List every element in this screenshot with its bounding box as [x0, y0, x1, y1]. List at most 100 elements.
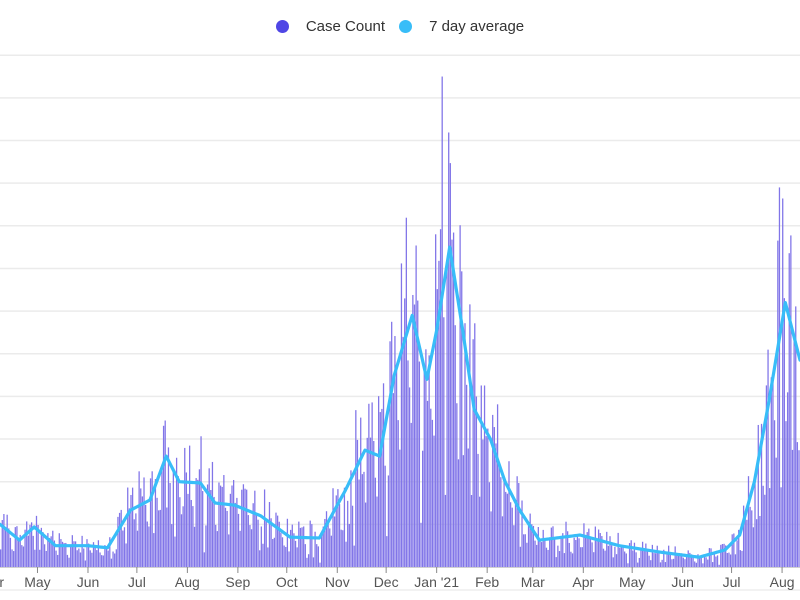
case-count-bar — [259, 550, 261, 567]
case-count-bar — [280, 532, 282, 567]
case-count-bar — [524, 534, 526, 567]
case-count-bar — [16, 526, 18, 567]
case-count-bar — [576, 536, 579, 567]
case-count-bar — [475, 396, 478, 567]
case-count-bar — [640, 547, 642, 567]
case-count-bar — [555, 557, 557, 567]
case-count-bar — [630, 540, 632, 567]
case-count-bar — [770, 377, 772, 567]
case-count-bar — [6, 514, 8, 567]
case-count-bar — [654, 553, 657, 567]
case-count-bar — [298, 521, 300, 567]
case-count-bar — [89, 550, 91, 567]
case-count-bar — [671, 559, 673, 567]
case-count-bar — [775, 457, 777, 567]
case-count-bar — [785, 421, 787, 567]
legend-dot-case-count-icon — [275, 19, 289, 33]
case-count-bar — [609, 536, 611, 567]
case-count-bar — [376, 496, 378, 567]
case-count-bar — [583, 523, 585, 567]
case-count-bar — [573, 537, 575, 567]
case-count-bar — [384, 465, 386, 567]
case-count-bar — [720, 544, 722, 567]
case-count-bar — [193, 526, 196, 567]
chart-legend: Case Count 7 day average — [0, 14, 800, 38]
case-count-bar — [643, 550, 645, 567]
case-count-bar — [182, 506, 184, 567]
case-count-bar — [404, 298, 406, 567]
case-count-bar — [622, 547, 624, 567]
case-count-bar — [443, 317, 445, 567]
case-count-bar — [765, 385, 768, 567]
case-count-bar — [694, 561, 696, 567]
case-count-bar — [57, 554, 59, 567]
legend-item-7-day-average[interactable]: 7 day average — [399, 18, 524, 35]
case-count-bar — [397, 420, 399, 567]
case-count-bar — [63, 543, 65, 567]
case-count-bar — [136, 530, 139, 567]
case-count-bar — [552, 526, 554, 567]
case-count-bar — [329, 528, 331, 567]
case-count-bar — [721, 544, 724, 567]
case-count-bar — [612, 557, 614, 567]
case-count-bar — [172, 469, 174, 567]
case-count-bar — [311, 524, 313, 567]
case-count-bar — [219, 485, 222, 567]
case-count-bar — [553, 538, 556, 567]
case-count-bar — [464, 323, 466, 567]
case-count-bar — [677, 553, 680, 567]
case-count-bar — [394, 336, 396, 567]
case-count-bar — [141, 496, 144, 567]
case-count-bar — [602, 548, 605, 567]
case-count-bar — [363, 471, 365, 567]
case-count-bar — [276, 515, 279, 567]
case-count-bar — [395, 370, 398, 567]
case-count-bar — [518, 483, 520, 567]
case-count-bar — [324, 518, 326, 567]
x-tick-label: Jan '21 — [414, 574, 459, 590]
case-count-bar — [596, 539, 598, 567]
case-count-bar — [780, 487, 782, 567]
legend-item-case-count[interactable]: Case Count — [275, 18, 385, 35]
seven-day-average-line — [0, 245, 800, 559]
case-count-bar — [474, 323, 476, 567]
case-count-bar — [672, 558, 675, 567]
case-count-bar — [371, 402, 373, 567]
case-count-bar — [487, 428, 489, 567]
case-count-bar — [135, 513, 137, 567]
case-count-bar — [342, 530, 344, 567]
case-count-bar — [343, 487, 346, 567]
case-count-bar — [562, 533, 564, 567]
case-count-bar — [534, 540, 536, 567]
case-count-bar — [94, 547, 96, 567]
case-count-bar — [294, 540, 297, 567]
case-count-bar — [599, 533, 601, 567]
case-count-bar — [99, 552, 101, 567]
case-count-bar — [79, 552, 82, 567]
case-count-bar — [426, 400, 429, 567]
case-count-bar — [110, 558, 113, 567]
case-count-bar — [387, 475, 390, 567]
case-count-bar — [505, 491, 507, 567]
case-count-bar — [788, 253, 790, 567]
x-tick-label: May — [24, 574, 50, 590]
case-count-bar — [752, 527, 755, 567]
case-count-bar — [514, 504, 517, 567]
case-count-bar — [448, 132, 450, 568]
case-count-bar — [506, 493, 508, 567]
case-count-bar — [444, 494, 447, 567]
case-count-bar — [115, 549, 117, 567]
case-count-bar — [143, 477, 145, 567]
case-count-bar — [405, 217, 407, 567]
case-count-bar — [37, 524, 39, 567]
case-count-bar — [262, 543, 264, 567]
case-count-bar — [66, 554, 69, 567]
case-count-bar — [462, 455, 465, 567]
case-count-bar — [379, 412, 381, 567]
case-count-bar — [490, 511, 492, 567]
case-count-bar — [65, 542, 67, 567]
case-count-bar — [646, 551, 649, 567]
case-count-bar — [796, 442, 799, 567]
case-count-bar — [71, 535, 73, 567]
case-count-bar — [435, 234, 437, 568]
